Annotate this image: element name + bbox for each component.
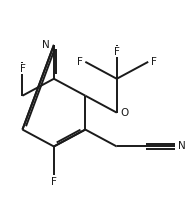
Text: F: F [20,64,25,74]
Text: F: F [51,177,57,187]
Text: N: N [178,141,185,152]
Text: F: F [151,57,157,67]
Text: O: O [120,108,129,118]
Text: F: F [114,47,120,57]
Text: N: N [42,40,50,50]
Text: F: F [77,57,83,67]
